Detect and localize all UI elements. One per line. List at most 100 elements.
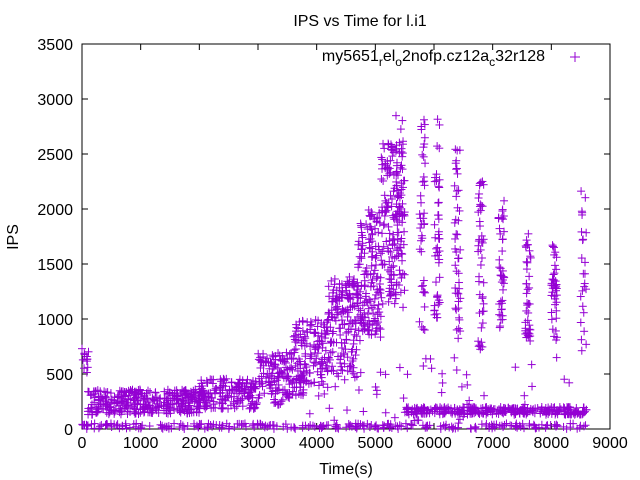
data-point [371,224,380,233]
data-point [454,419,463,428]
data-point [316,364,325,373]
data-point [274,372,283,381]
data-point [420,120,429,129]
data-point [372,274,381,283]
data-point [308,421,317,430]
data-point [579,422,588,431]
data-point [498,247,507,256]
data-point [399,303,408,312]
data-point [329,327,338,336]
data-point [367,330,376,339]
data-point [192,421,201,430]
data-point [433,142,442,151]
data-point [406,420,415,429]
data-point [349,354,358,363]
data-point [191,385,200,394]
data-point [564,403,573,412]
data-point [416,191,425,200]
data-point [385,164,394,173]
data-point [526,404,535,413]
data-point [422,421,431,430]
data-point [180,424,189,433]
data-point [163,385,172,394]
data-point [120,399,129,408]
data-point [373,424,382,433]
data-point [403,370,412,379]
data-point [343,312,352,321]
data-point [580,269,589,278]
data-point [499,285,508,294]
data-point [552,333,561,342]
data-point [391,288,400,297]
data-point [354,240,363,249]
data-point [354,282,363,291]
data-point [399,183,408,192]
data-point [153,399,162,408]
data-point [386,291,395,300]
data-point [378,299,387,308]
data-point [378,229,387,238]
data-point [283,424,292,433]
data-point [351,423,360,432]
data-point [367,303,376,312]
data-point [281,363,290,372]
data-point [339,350,348,359]
legend-label-part: o [395,55,402,69]
data-point [354,293,363,302]
data-point [102,421,111,430]
data-point [384,247,393,256]
data-point [549,270,558,279]
data-point [270,360,279,369]
data-point [266,357,275,366]
data-point [419,214,428,223]
y-tick-label: 0 [64,422,73,439]
data-point [381,370,390,379]
data-point [471,422,480,431]
data-point [345,279,354,288]
data-point [120,392,129,401]
data-point [414,406,423,415]
data-point [96,399,105,408]
data-point [147,408,156,417]
data-point [435,144,444,153]
data-point [436,403,445,412]
data-point [375,279,384,288]
data-point [341,345,350,354]
data-point [434,300,443,309]
data-point [452,187,461,196]
x-tick-label: 7000 [475,435,511,452]
data-point [310,329,319,338]
data-point [282,348,291,357]
data-point [398,165,407,174]
data-point [552,306,561,315]
data-point [435,298,444,307]
data-point [552,265,561,274]
data-point [463,400,472,409]
data-point [400,210,409,219]
data-point [134,410,143,419]
data-point [580,327,589,336]
data-point [335,279,344,288]
data-point [160,387,169,396]
data-point [302,376,311,385]
data-point [349,339,358,348]
data-point [264,358,273,367]
data-point [332,338,341,347]
data-point [317,422,326,431]
data-point [437,388,446,397]
data-point [455,284,464,293]
data-point [384,222,393,231]
data-point [452,267,461,276]
data-point [398,152,407,161]
data-point [387,423,396,432]
data-point [420,209,429,218]
data-point [376,368,385,377]
data-point [221,382,230,391]
data-point [548,407,557,416]
data-point [475,290,484,299]
data-point [302,363,311,372]
data-point [221,394,230,403]
data-point [78,344,87,353]
data-point [399,394,408,403]
data-point [359,321,368,330]
